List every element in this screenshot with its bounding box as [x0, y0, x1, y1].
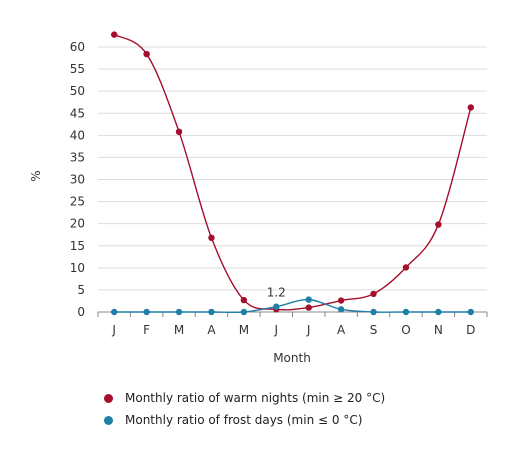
data-point-frost-days[interactable]	[240, 308, 248, 316]
legend: Monthly ratio of warm nights (min ≥ 20 °…	[104, 388, 385, 432]
x-tick-label: N	[434, 323, 443, 337]
x-tick-label: S	[370, 323, 378, 337]
x-tick-label: A	[207, 323, 216, 337]
legend-item-warm-nights[interactable]: Monthly ratio of warm nights (min ≥ 20 °…	[104, 388, 385, 408]
x-tick-label: M	[174, 323, 184, 337]
y-tick-label: 0	[77, 305, 85, 319]
data-point-frost-days[interactable]	[402, 308, 410, 316]
x-tick-label: D	[466, 323, 475, 337]
data-point-frost-days[interactable]	[175, 308, 183, 316]
data-point-warm-nights[interactable]	[111, 31, 118, 38]
y-axis-title: %	[29, 170, 43, 181]
data-point-warm-nights[interactable]	[208, 234, 215, 241]
data-point-frost-days[interactable]	[467, 308, 474, 316]
line-chart: 0 5 10 15 20 25 30 35 40 45 50 55 60 J F M A M J J A S O N D 1.…	[29, 31, 488, 365]
x-axis-title: Month	[273, 351, 311, 365]
series-line-warm-nights	[113, 34, 472, 311]
y-tick-label: 10	[70, 261, 85, 275]
data-point-warm-nights[interactable]	[402, 264, 410, 271]
data-point-warm-nights[interactable]	[143, 50, 150, 58]
x-tick-label: A	[337, 323, 346, 337]
data-point-warm-nights[interactable]	[435, 221, 442, 228]
data-point-frost-days[interactable]	[435, 308, 442, 316]
data-point-frost-days[interactable]	[370, 308, 377, 316]
gridlines	[98, 46, 487, 313]
y-tick-label: 5	[77, 283, 85, 297]
data-point-frost-days[interactable]	[305, 296, 312, 303]
data-point-frost-days[interactable]	[337, 306, 345, 313]
legend-item-frost-days[interactable]: Monthly ratio of frost days (min ≤ 0 °C)	[104, 410, 385, 430]
y-tick-label: 50	[70, 84, 85, 98]
annotations: 1.2	[267, 286, 286, 300]
data-point-warm-nights[interactable]	[337, 297, 345, 304]
data-point-frost-days[interactable]	[143, 308, 150, 316]
y-tick-label: 55	[70, 62, 85, 76]
x-tick-label: O	[401, 323, 410, 337]
y-tick-label: 15	[70, 239, 85, 253]
data-point-warm-nights[interactable]	[370, 290, 377, 298]
x-tick-label: M	[239, 323, 249, 337]
y-tick-label: 40	[70, 128, 85, 142]
legend-label-frost-days: Monthly ratio of frost days (min ≤ 0 °C)	[125, 413, 363, 427]
data-point-warm-nights[interactable]	[467, 104, 474, 111]
y-tick-label: 30	[70, 173, 85, 187]
x-tick-label: F	[143, 323, 150, 337]
data-point-frost-days[interactable]	[111, 308, 118, 316]
legend-label-warm-nights: Monthly ratio of warm nights (min ≥ 20 °…	[125, 391, 386, 405]
series-line-frost-days	[114, 298, 471, 314]
data-point-frost-days[interactable]	[208, 308, 215, 316]
series-layer	[111, 31, 474, 316]
y-tick-label: 20	[70, 217, 85, 231]
y-tick-label: 25	[70, 195, 85, 209]
data-point-warm-nights[interactable]	[240, 296, 248, 304]
y-axis-ticks: 0 5 10 15 20 25 30 35 40 45 50 55 60	[70, 40, 85, 319]
y-tick-label: 60	[70, 40, 85, 54]
x-tick-label: J	[111, 323, 116, 337]
data-point-frost-days[interactable]	[273, 303, 280, 310]
data-label: 1.2	[267, 286, 286, 300]
data-point-warm-nights[interactable]	[305, 304, 312, 311]
y-tick-label: 45	[70, 106, 85, 120]
legend-marker-frost-days	[104, 415, 113, 425]
data-point-warm-nights[interactable]	[175, 128, 183, 135]
y-tick-label: 35	[70, 150, 85, 164]
legend-marker-warm-nights	[104, 393, 113, 403]
x-tick-label: J	[274, 323, 279, 337]
x-tick-label: J	[306, 323, 311, 337]
